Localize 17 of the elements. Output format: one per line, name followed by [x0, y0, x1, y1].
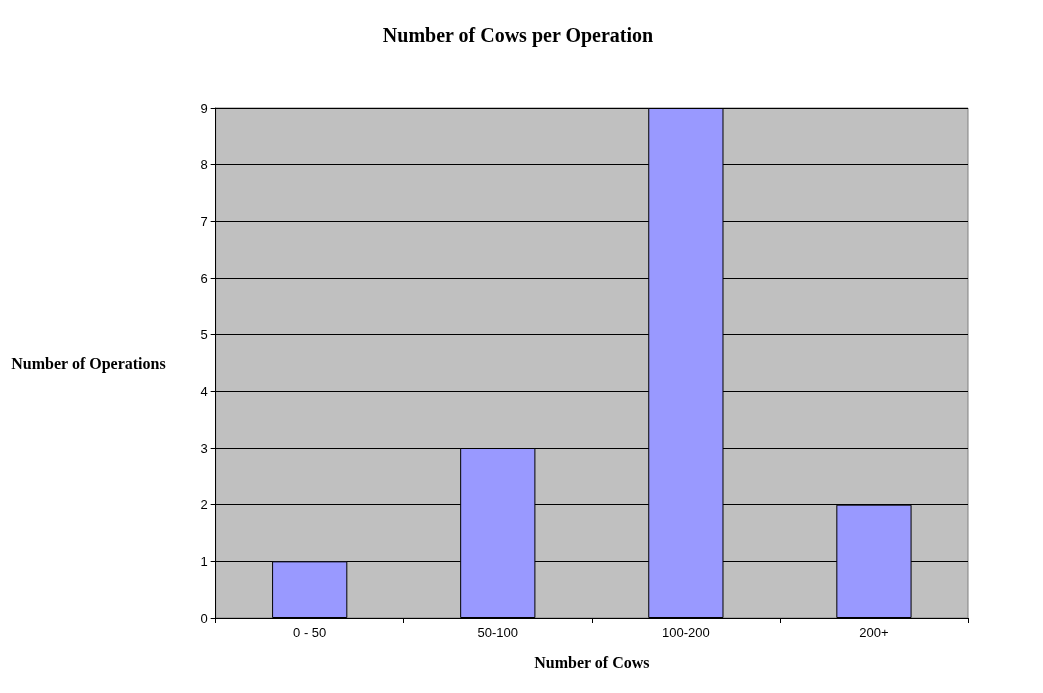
y-tick-label: 8	[200, 157, 208, 173]
y-tick-label: 2	[200, 497, 208, 513]
y-tick-label: 9	[200, 100, 208, 116]
y-tick-label: 4	[200, 383, 208, 399]
x-tick-label: 100-200	[662, 625, 710, 640]
y-tick-label: 3	[200, 440, 208, 456]
y-tick-label: 1	[200, 553, 208, 569]
x-tick-label: 0 - 50	[293, 625, 327, 640]
y-tick-label: 5	[200, 327, 208, 343]
chart-title: Number of Cows per Operation	[382, 24, 654, 47]
x-tick-label: 200+	[859, 625, 889, 640]
x-axis-title: Number of Cows	[534, 653, 650, 671]
y-tick-label: 6	[200, 270, 208, 286]
y-tick-label: 0	[200, 610, 208, 626]
y-axis-title: Number of Operations	[11, 354, 166, 373]
x-tick-label: 50-100	[477, 625, 519, 640]
y-tick-label: 7	[200, 213, 208, 229]
